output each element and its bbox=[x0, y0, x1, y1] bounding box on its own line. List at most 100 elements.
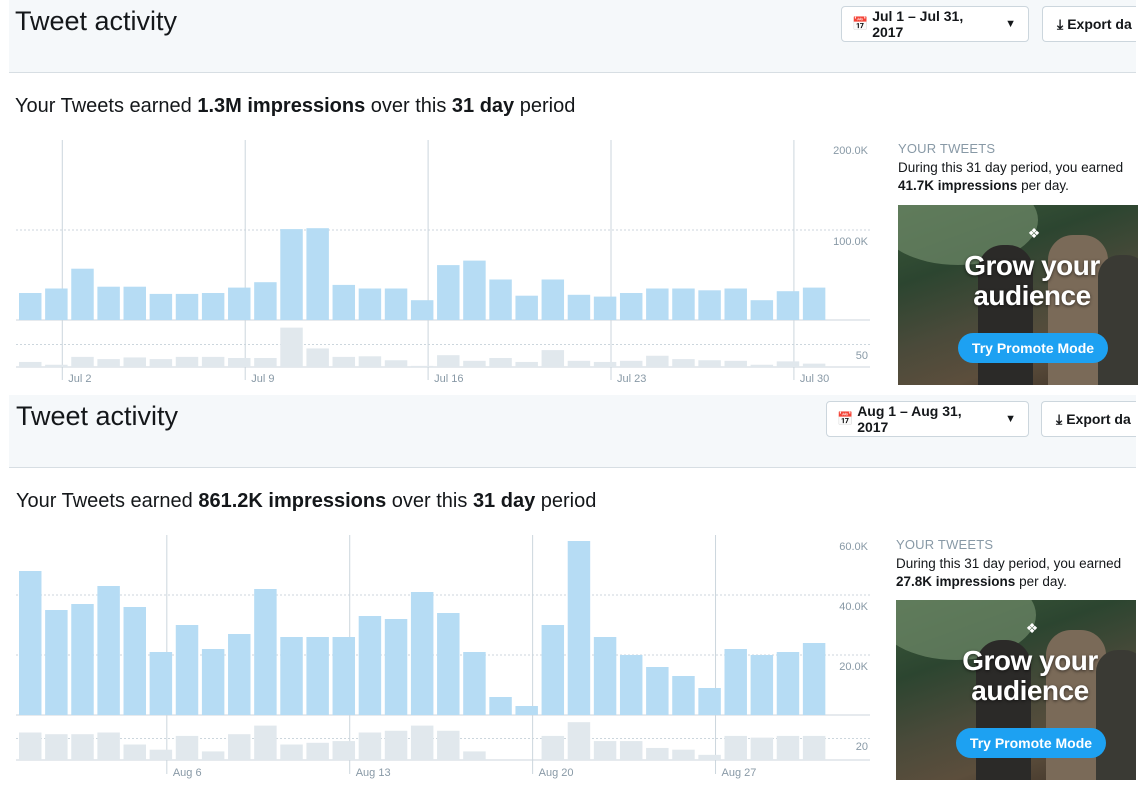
impressions-bar bbox=[593, 296, 617, 320]
impressions-bar bbox=[123, 607, 146, 715]
page-title: Tweet activity bbox=[16, 401, 179, 431]
impressions-bar bbox=[332, 284, 356, 320]
impressions-bar bbox=[201, 649, 225, 715]
impressions-bar bbox=[175, 293, 199, 320]
date-range-button[interactable]: 📅 Aug 1 – Aug 31, 2017 ▼ bbox=[826, 401, 1029, 437]
impressions-bar bbox=[750, 655, 774, 715]
impressions-bar bbox=[384, 288, 408, 320]
impressions-bar bbox=[97, 586, 120, 715]
impressions-bar bbox=[593, 637, 617, 715]
side-desc-suffix: per day. bbox=[1015, 574, 1067, 589]
x-axis-tick-label: Aug 20 bbox=[539, 767, 574, 779]
impressions-bar bbox=[750, 300, 774, 320]
date-range-button[interactable]: 📅 Jul 1 – Jul 31, 2017 ▼ bbox=[841, 6, 1029, 42]
panel-header: Tweet activity 📅 Jul 1 – Jul 31, 2017 ▼ … bbox=[9, 0, 1136, 73]
y-axis-label-bottom: 50 bbox=[856, 350, 868, 362]
ad-person-3 bbox=[1098, 255, 1138, 385]
side-desc-value: 27.8K impressions bbox=[896, 574, 1016, 589]
export-data-button[interactable]: ⤓ Export da bbox=[1042, 6, 1136, 42]
impressions-bar bbox=[724, 288, 747, 320]
engagement-bar bbox=[463, 360, 486, 367]
side-desc-value: 41.7K impressions bbox=[898, 178, 1018, 193]
ad-headline-line-2: audience bbox=[973, 280, 1091, 311]
impressions-bar bbox=[489, 697, 512, 715]
impressions-bar bbox=[332, 637, 356, 715]
summary-prefix: Your Tweets earned bbox=[15, 95, 198, 117]
engagement-bar bbox=[672, 359, 695, 367]
x-axis-tick-label: Aug 27 bbox=[722, 767, 757, 779]
impressions-bar bbox=[201, 293, 225, 320]
x-axis-tick-label: Jul 23 bbox=[617, 373, 646, 385]
download-icon: ⤓ bbox=[1056, 410, 1063, 427]
summary-suffix: period bbox=[535, 490, 597, 512]
impressions-bar bbox=[515, 706, 538, 715]
impressions-bar bbox=[567, 541, 591, 715]
y-axis-label: 20.0K bbox=[839, 661, 868, 673]
engagement-bar bbox=[410, 725, 434, 760]
promote-mode-ad[interactable]: ❖ Grow your audience Try Promote Mode bbox=[896, 600, 1136, 780]
impressions-chart: 200.0K 100.0K 50 Jul 2 Jul 9 Jul 16 Jul 23 Jul … bbox=[16, 140, 870, 385]
engagement-bar bbox=[619, 741, 643, 760]
engagement-bar bbox=[71, 356, 94, 367]
engagement-bar bbox=[437, 730, 460, 760]
engagement-bar bbox=[306, 348, 329, 367]
try-promote-mode-button[interactable]: Try Promote Mode bbox=[958, 333, 1108, 363]
impressions-bar bbox=[19, 571, 42, 715]
engagement-bar bbox=[672, 749, 695, 760]
promote-mode-ad[interactable]: ❖ Grow your audience Try Promote Mode bbox=[898, 205, 1138, 385]
engagement-bar bbox=[567, 360, 591, 367]
engagement-bar bbox=[228, 734, 251, 760]
export-label: Export da bbox=[1067, 16, 1132, 32]
engagement-bar bbox=[646, 747, 669, 760]
engagement-bar bbox=[71, 734, 94, 760]
date-range-label: Jul 1 – Jul 31, 2017 bbox=[872, 8, 964, 40]
engagement-bar bbox=[97, 732, 120, 760]
x-axis-tick-label: Jul 30 bbox=[800, 373, 829, 385]
engagement-bar bbox=[802, 363, 826, 367]
impressions-bar bbox=[228, 287, 251, 320]
calendar-icon: 📅 bbox=[852, 16, 869, 31]
impressions-bar bbox=[358, 616, 382, 715]
engagement-bar bbox=[45, 364, 68, 367]
impressions-bar bbox=[437, 265, 460, 320]
date-range-label: Aug 1 – Aug 31, 2017 bbox=[857, 403, 962, 435]
export-data-button[interactable]: ⤓ Export da bbox=[1041, 401, 1136, 437]
impressions-bar bbox=[280, 637, 303, 715]
side-caption: YOUR TWEETS bbox=[898, 141, 996, 156]
impressions-bar bbox=[672, 676, 695, 715]
summary-middle: over this bbox=[365, 95, 452, 117]
ad-headline: Grow your audience bbox=[896, 646, 1136, 706]
summary-days: 31 day bbox=[472, 490, 536, 512]
download-icon: ⤓ bbox=[1057, 15, 1064, 32]
y-axis-label-bottom: 20 bbox=[856, 741, 868, 753]
engagement-bar bbox=[123, 357, 146, 367]
impressions-bar bbox=[646, 667, 669, 715]
impressions-bar bbox=[776, 652, 800, 715]
impressions-bar bbox=[45, 610, 68, 715]
impressions-bar bbox=[567, 294, 591, 320]
your-tweets-summary: YOUR TWEETS During this 31 day period, y… bbox=[898, 141, 1138, 195]
x-axis-tick-label: Jul 16 bbox=[434, 373, 463, 385]
impressions-bar bbox=[45, 288, 68, 320]
engagement-bar bbox=[332, 741, 356, 760]
engagement-bar bbox=[410, 365, 434, 367]
engagement-bar bbox=[19, 732, 42, 760]
impressions-bar bbox=[698, 290, 721, 320]
try-promote-mode-button[interactable]: Try Promote Mode bbox=[956, 728, 1106, 758]
impressions-bar bbox=[280, 229, 303, 320]
impressions-bar bbox=[541, 625, 565, 715]
engagement-bar bbox=[228, 358, 251, 367]
impressions-bar bbox=[384, 619, 408, 715]
engagement-bar bbox=[802, 735, 826, 760]
side-description: During this 31 day period, you earned 41… bbox=[898, 159, 1138, 195]
impressions-bar bbox=[724, 649, 747, 715]
impressions-bar bbox=[175, 625, 199, 715]
x-axis-tick-label: Jul 2 bbox=[68, 373, 91, 385]
impressions-bar bbox=[306, 228, 329, 320]
summary-days: 31 day bbox=[451, 95, 515, 117]
panel-header: Tweet activity 📅 Aug 1 – Aug 31, 2017 ▼ … bbox=[9, 395, 1136, 468]
impressions-bar bbox=[541, 279, 565, 320]
impressions-summary: Your Tweets earned 861.2K impressions ov… bbox=[16, 490, 596, 513]
x-axis-tick-label: Jul 9 bbox=[251, 373, 274, 385]
twitter-bird-icon: ❖ bbox=[1025, 620, 1039, 636]
